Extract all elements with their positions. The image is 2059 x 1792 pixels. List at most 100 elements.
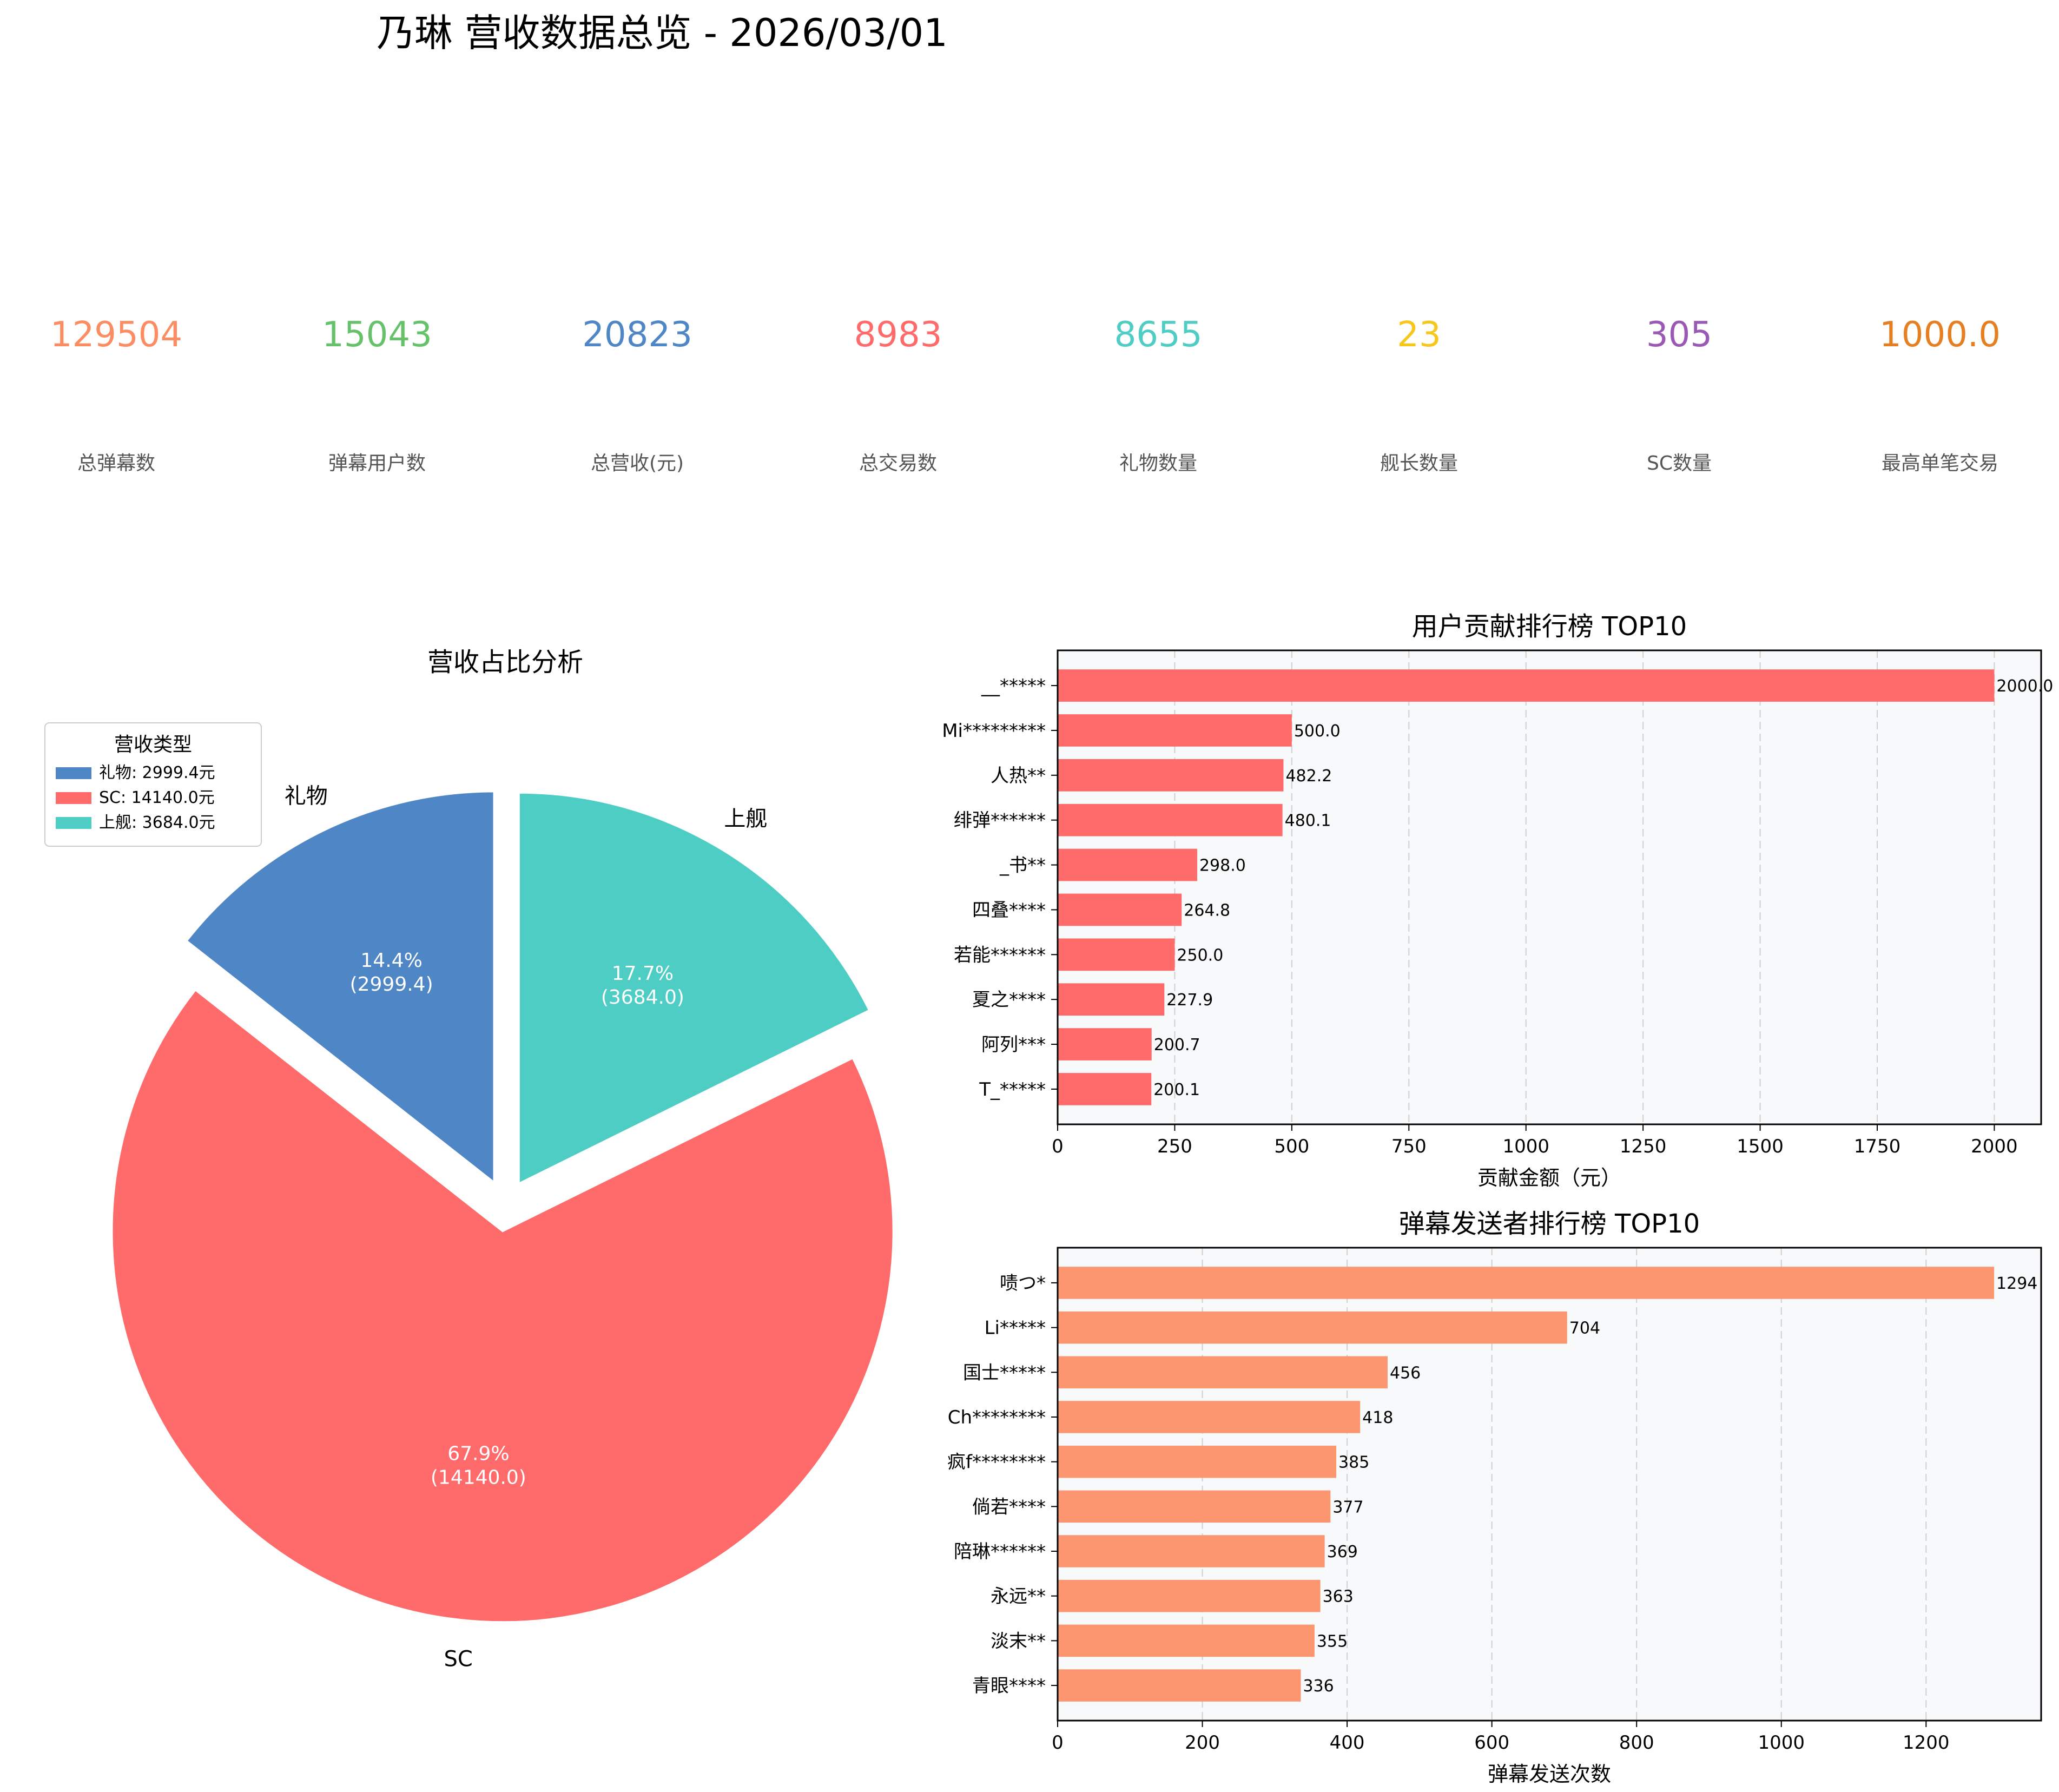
bar xyxy=(1058,893,1182,926)
bar-value-label: 355 xyxy=(1317,1632,1348,1651)
bar xyxy=(1058,848,1197,881)
legend-swatch xyxy=(56,817,91,829)
y-tick-label: 夏之**** xyxy=(972,989,1046,1011)
bar xyxy=(1058,1311,1567,1344)
bar xyxy=(1058,983,1165,1016)
y-tick-label: 阿列*** xyxy=(981,1034,1046,1056)
legend-item: 上舰: 3684.0元 xyxy=(99,813,215,832)
stat-value: 8655 xyxy=(1114,315,1203,355)
stat-label: 舰长数量 xyxy=(1380,452,1458,475)
x-tick-label: 600 xyxy=(1474,1732,1509,1754)
x-tick-label: 1200 xyxy=(1903,1732,1950,1754)
bar-value-label: 369 xyxy=(1327,1543,1358,1562)
stat-label: 最高单笔交易 xyxy=(1882,452,1998,475)
legend-swatch xyxy=(56,792,91,804)
stat-value: 15043 xyxy=(322,315,432,355)
x-axis-label: 弹幕发送次数 xyxy=(1488,1762,1611,1786)
bar-value-label: 385 xyxy=(1338,1453,1369,1472)
bar-value-label: 298.0 xyxy=(1199,857,1246,875)
bar-value-label: 227.9 xyxy=(1166,991,1213,1010)
bar-value-label: 377 xyxy=(1332,1498,1363,1517)
x-tick-label: 1250 xyxy=(1620,1136,1667,1157)
y-tick-label: __***** xyxy=(981,675,1046,697)
bar xyxy=(1058,1356,1388,1389)
y-tick-label: _书** xyxy=(999,855,1046,877)
pie-slice-label: 上舰 xyxy=(724,807,767,832)
x-tick-label: 500 xyxy=(1274,1136,1309,1157)
bar-value-label: 363 xyxy=(1323,1587,1354,1606)
bar-value-label: 418 xyxy=(1362,1408,1393,1427)
bar-value-label: 250.0 xyxy=(1177,946,1223,965)
pie-slice-value: (2999.4) xyxy=(350,973,433,996)
y-tick-label: Li***** xyxy=(985,1317,1046,1339)
page-title: 乃琳 营收数据总览 - 2026/03/01 xyxy=(377,11,947,55)
pie-slice-label: 礼物 xyxy=(285,784,328,809)
x-tick-label: 750 xyxy=(1391,1136,1427,1157)
y-tick-label: 陪琳****** xyxy=(954,1541,1046,1563)
x-tick-label: 400 xyxy=(1330,1732,1365,1754)
pie-slice-label: SC xyxy=(444,1647,473,1672)
bar xyxy=(1058,1535,1325,1567)
stat-label: 礼物数量 xyxy=(1119,452,1197,475)
bar-chart-title: 弹幕发送者排行榜 TOP10 xyxy=(1399,1209,1700,1239)
y-tick-label: 绯弹****** xyxy=(954,810,1046,832)
bar-value-label: 480.1 xyxy=(1285,812,1331,831)
stat-label: 总营收(元) xyxy=(591,452,684,475)
x-tick-label: 0 xyxy=(1052,1136,1064,1157)
bar-value-label: 2000.0 xyxy=(1996,677,2053,696)
bar xyxy=(1058,714,1292,747)
bar-value-label: 200.1 xyxy=(1153,1081,1200,1099)
pie-slice-percent: 14.4% xyxy=(360,950,422,972)
bar xyxy=(1058,803,1283,836)
pie-slice-percent: 67.9% xyxy=(447,1443,509,1465)
y-tick-label: Mi********* xyxy=(942,720,1046,742)
stat-value: 129504 xyxy=(50,315,182,355)
x-tick-label: 800 xyxy=(1619,1732,1654,1754)
contribution-bar-chart: 用户贡献排行榜 TOP10 0 250 500 750 1000 1250 1500 1750 2… xyxy=(942,611,2053,1190)
danmaku-bar-chart: 弹幕发送者排行榜 TOP10 0 200 400 600 800 1000 1200 1294 啧… xyxy=(947,1209,2042,1786)
x-tick-label: 1750 xyxy=(1854,1136,1901,1157)
stat-label: 弹幕用户数 xyxy=(328,452,426,475)
plot-frame xyxy=(1057,649,2042,1125)
bar-value-label: 704 xyxy=(1569,1319,1600,1338)
stat-value: 23 xyxy=(1397,315,1441,355)
stat-value: 1000.0 xyxy=(1879,315,2001,355)
bar-value-label: 500.0 xyxy=(1294,722,1341,741)
pie-slice xyxy=(186,790,495,1184)
y-tick-label: 淡末** xyxy=(991,1630,1046,1652)
legend-item: 礼物: 2999.4元 xyxy=(99,763,215,782)
bar xyxy=(1058,1073,1152,1105)
x-tick-label: 1500 xyxy=(1737,1136,1784,1157)
x-tick-label: 250 xyxy=(1157,1136,1192,1157)
pie-slice xyxy=(111,989,894,1623)
x-tick-label: 0 xyxy=(1052,1732,1064,1754)
bar xyxy=(1058,1267,1995,1299)
bar xyxy=(1058,759,1284,792)
legend-frame xyxy=(44,722,262,847)
bar xyxy=(1058,1028,1152,1060)
bar xyxy=(1058,1401,1361,1433)
pie-slice-percent: 17.7% xyxy=(612,963,674,985)
pie-slice-value: (14140.0) xyxy=(431,1467,526,1489)
x-tick-label: 1000 xyxy=(1758,1732,1805,1754)
y-tick-label: 四叠**** xyxy=(972,899,1046,921)
y-tick-label: Ch******** xyxy=(948,1407,1046,1428)
bar-value-label: 336 xyxy=(1303,1677,1334,1696)
bar-value-label: 1294 xyxy=(1996,1274,2037,1293)
y-tick-label: 倘若**** xyxy=(972,1496,1046,1518)
y-tick-label: 国士***** xyxy=(963,1362,1046,1383)
x-axis-label: 贡献金额（元） xyxy=(1477,1166,1621,1190)
legend-swatch xyxy=(56,767,91,779)
x-tick-label: 200 xyxy=(1185,1732,1220,1754)
bar xyxy=(1058,1490,1331,1523)
bar-value-label: 264.8 xyxy=(1184,901,1230,920)
legend-item: SC: 14140.0元 xyxy=(99,788,215,807)
y-tick-label: 疯f******** xyxy=(947,1452,1046,1473)
bar xyxy=(1058,1624,1315,1657)
stat-label: 总弹幕数 xyxy=(77,452,155,475)
y-tick-label: 青眼**** xyxy=(972,1675,1046,1697)
bar-value-label: 482.2 xyxy=(1285,767,1332,786)
bar xyxy=(1058,669,1995,702)
